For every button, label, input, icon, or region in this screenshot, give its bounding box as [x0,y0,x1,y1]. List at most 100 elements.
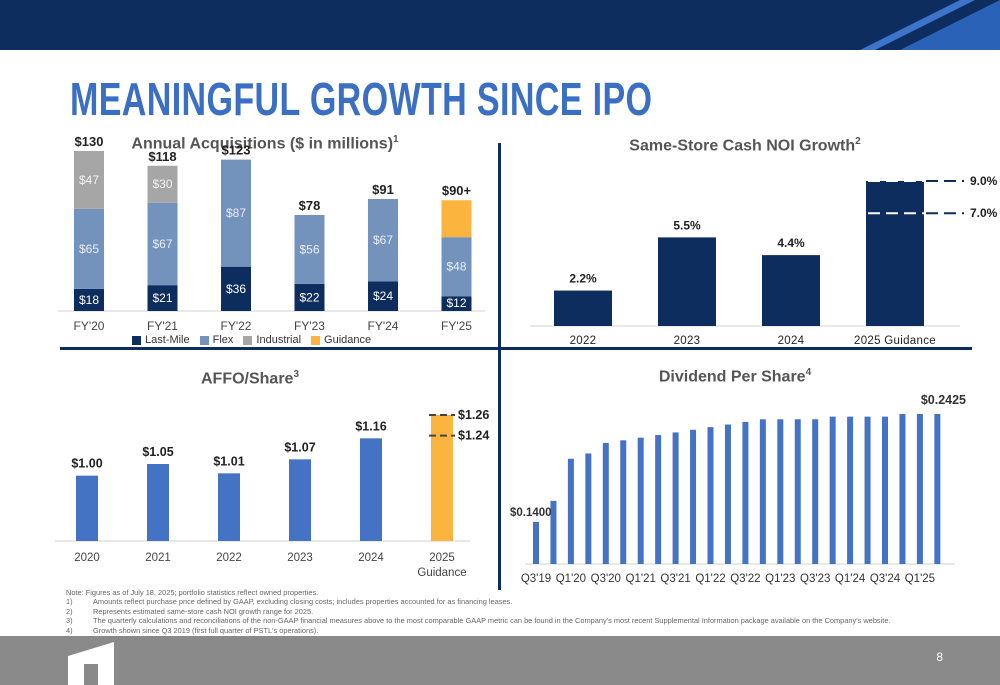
guidance-low-label: 7.0% [970,206,998,220]
company-logo-icon [68,642,114,685]
bar [585,453,592,564]
bar [866,181,924,326]
bar-industrial [147,165,178,203]
data-label: $21 [152,291,172,305]
x-tick-label: Q1'24 [835,573,866,585]
data-label: $36 [226,282,246,296]
dividend-title-footnote: 4 [805,367,812,378]
bar [672,432,679,564]
noi-title-text: Same-Store Cash NOI Growth [629,137,856,155]
footnote-row: 3) The quarterly calculations and reconci… [66,616,996,625]
x-tick-label: Q1'25 [905,573,935,585]
footnote-text: The quarterly calculations and reconcili… [93,616,891,626]
bar-last-mile [368,281,398,311]
data-label: $12 [446,296,466,310]
bar [899,414,906,564]
data-label: $87 [226,206,246,220]
footnote-number: 4) [66,625,73,635]
x-tick-label: 2023 [674,335,701,347]
acquisitions-legend: Last-Mile Flex Industrial Guidance [132,334,371,346]
bar [360,438,382,541]
bar [762,255,820,326]
top-banner [0,0,1000,50]
guidance-low-label: $1.24 [458,429,489,443]
footnote-text: Note: Figures as of July 18, 2025; portf… [66,588,319,597]
data-label: $1.00 [71,457,102,471]
bar-last-mile [441,296,472,311]
bar-last-mile [147,285,178,311]
bar [882,416,888,564]
footnote-row: 4) Growth shown since Q3 2019 (first full… [66,626,996,635]
data-label: $65 [79,242,99,256]
bar [218,473,240,541]
footer-bar [0,636,1000,685]
data-label: 5.5% [673,218,701,232]
bar [864,416,871,564]
x-tick-label: FY'22 [221,319,252,333]
data-label: $67 [152,237,172,251]
vertical-divider [498,143,501,590]
footnote-number: 2) [66,606,73,616]
bar [812,419,819,564]
data-label: $1.01 [213,454,244,468]
page-title: MEANINGFUL GROWTH SINCE IPO [70,73,653,125]
x-tick-label: Q3'19 [521,573,551,585]
x-tick-label: Q3'22 [730,573,760,585]
bar [554,290,612,326]
legend-label-flex: Flex [212,334,234,346]
bar-guidance [441,200,472,238]
x-tick-label: FY'25 [441,319,472,333]
footnote-text: Growth shown since Q3 2019 (first full q… [93,625,319,635]
bar [76,475,98,541]
bar [794,419,801,564]
bar-flex [147,202,178,286]
data-label: $30 [152,177,172,191]
data-label: $1.05 [142,445,173,459]
bar [567,458,574,564]
total-label: $91 [372,182,394,197]
footnote-row: Note: Figures as of July 18, 2025; portf… [66,588,996,597]
x-tick-label: 2024 [778,335,805,347]
data-label: 4.4% [777,236,805,250]
data-label: $22 [299,290,319,304]
legend-label-last-mile: Last-Mile [145,334,190,346]
footnotes: Note: Figures as of July 18, 2025; portf… [66,588,996,635]
total-label: $78 [299,198,321,213]
bar [620,440,627,564]
x-tick-label: Q1'22 [695,573,725,585]
bar-industrial [74,151,104,209]
page-number: 8 [936,650,943,664]
bar [602,442,609,564]
x-tick-label: 2022 [570,335,597,347]
x-tick-label: 2020 [74,552,100,564]
bar-flex [294,215,325,284]
footnote-number: 1) [66,597,73,607]
legend-item-industrial: Industrial [243,334,301,346]
bar [147,464,169,541]
bar [742,421,749,564]
footnote-number: 3) [66,616,73,626]
acquisitions-chart-title: Annual Acquisitions ($ in millions)1 [100,134,430,153]
data-label: $18 [79,293,99,307]
horizontal-divider [60,347,972,350]
x-tick-label: 2023 [287,552,313,564]
legend-label-industrial: Industrial [256,334,302,346]
bar [759,419,766,564]
noi-title-footnote: 2 [855,136,861,147]
total-label: $90+ [442,183,472,198]
x-tick-label: Q1'23 [765,573,795,585]
affo-chart: $1.00 2020 $1.05 2021 $1.01 2022 $1.07 2023 $1.1… [55,408,489,579]
last-value-label: $0.2425 [921,393,966,407]
total-label: $130 [75,134,104,149]
bar-flex [368,199,398,282]
dividend-title-text: Dividend Per Share [658,368,806,386]
x-tick-label: Q3'23 [800,573,830,585]
acquisitions-title-text: Annual Acquisitions ($ in millions) [131,135,394,153]
first-value-label: $0.1400 [510,507,552,519]
data-label: $48 [446,260,466,274]
legend-label-guidance: Guidance [324,334,372,346]
bar [690,429,697,564]
bar [724,424,731,564]
x-tick-label: Q1'20 [556,573,586,585]
bar-flex [221,159,251,267]
